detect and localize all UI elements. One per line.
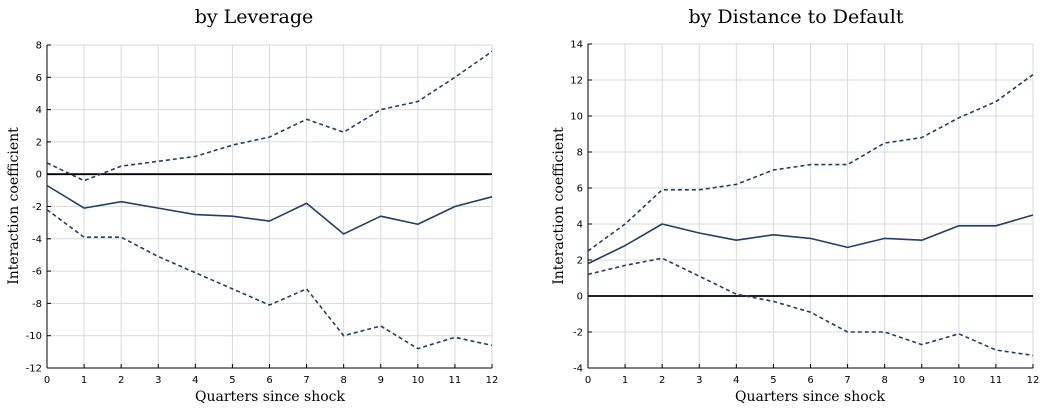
x-tick-label: 1 bbox=[622, 375, 628, 386]
x-tick-label: 6 bbox=[807, 375, 813, 386]
y-tick-label: 10 bbox=[570, 112, 583, 123]
y-tick-label: -8 bbox=[32, 299, 42, 310]
y-tick-label: -4 bbox=[32, 234, 42, 245]
x-tick-label: 8 bbox=[881, 375, 887, 386]
x-tick-label: 2 bbox=[118, 375, 124, 386]
x-axis-label: Quarters since shock bbox=[195, 389, 345, 405]
x-tick-label: 6 bbox=[266, 375, 272, 386]
y-tick-label: 8 bbox=[577, 148, 583, 159]
x-tick-label: 1 bbox=[81, 375, 87, 386]
x-tick-label: 7 bbox=[303, 375, 309, 386]
y-tick-label: 4 bbox=[577, 220, 583, 231]
x-tick-label: 10 bbox=[411, 375, 424, 386]
x-tick-label: 10 bbox=[952, 375, 965, 386]
y-tick-label: -12 bbox=[26, 364, 42, 375]
x-tick-label: 8 bbox=[340, 375, 346, 386]
x-tick-label: 9 bbox=[919, 375, 925, 386]
x-tick-label: 2 bbox=[659, 375, 665, 386]
x-tick-label: 9 bbox=[378, 375, 384, 386]
x-tick-label: 4 bbox=[733, 375, 739, 386]
y-tick-label: -6 bbox=[32, 267, 42, 278]
y-tick-label: 4 bbox=[36, 105, 42, 116]
x-tick-label: 3 bbox=[696, 375, 702, 386]
x-tick-label: 3 bbox=[155, 375, 161, 386]
y-axis-label: Interaction coefficient bbox=[551, 127, 567, 285]
y-tick-label: 0 bbox=[577, 292, 583, 303]
x-tick-label: 4 bbox=[192, 375, 198, 386]
confidence-band-line bbox=[587, 73, 1034, 252]
y-axis-label: Interaction coefficient bbox=[6, 127, 22, 285]
chart-title: by Distance to Default bbox=[688, 6, 903, 28]
x-tick-label: 11 bbox=[449, 375, 462, 386]
x-axis-label: Quarters since shock bbox=[735, 389, 885, 405]
x-tick-label: 11 bbox=[990, 375, 1003, 386]
y-tick-label: -2 bbox=[32, 202, 42, 213]
y-tick-label: -4 bbox=[573, 364, 583, 375]
confidence-band-line bbox=[46, 50, 493, 182]
x-tick-label: 12 bbox=[1027, 375, 1040, 386]
x-tick-label: 12 bbox=[486, 375, 499, 386]
y-tick-label: 6 bbox=[577, 184, 583, 195]
coefficient-line bbox=[46, 184, 493, 235]
x-tick-label: 0 bbox=[44, 375, 50, 386]
confidence-band-line bbox=[587, 257, 1034, 357]
panel-leverage: by Leverage Quarters since shock Interac… bbox=[6, 6, 498, 405]
y-tick-label: 0 bbox=[36, 170, 42, 181]
y-tick-label: 6 bbox=[36, 73, 42, 84]
y-tick-label: 2 bbox=[36, 137, 42, 148]
y-tick-label: 2 bbox=[577, 256, 583, 267]
x-tick-label: 7 bbox=[844, 375, 850, 386]
panel-distance-to-default: by Distance to Default Quarters since sh… bbox=[551, 6, 1039, 405]
y-tick-label: 14 bbox=[570, 40, 583, 51]
y-tick-label: 8 bbox=[36, 41, 42, 52]
y-tick-label: -10 bbox=[26, 331, 42, 342]
x-tick-label: 5 bbox=[770, 375, 776, 386]
x-tick-label: 0 bbox=[585, 375, 591, 386]
confidence-band-line bbox=[46, 209, 493, 350]
chart-title: by Leverage bbox=[195, 6, 314, 28]
y-tick-label: 12 bbox=[570, 76, 583, 87]
y-tick-label: -2 bbox=[573, 328, 583, 339]
coefficient-line bbox=[587, 214, 1034, 265]
x-tick-label: 5 bbox=[229, 375, 235, 386]
